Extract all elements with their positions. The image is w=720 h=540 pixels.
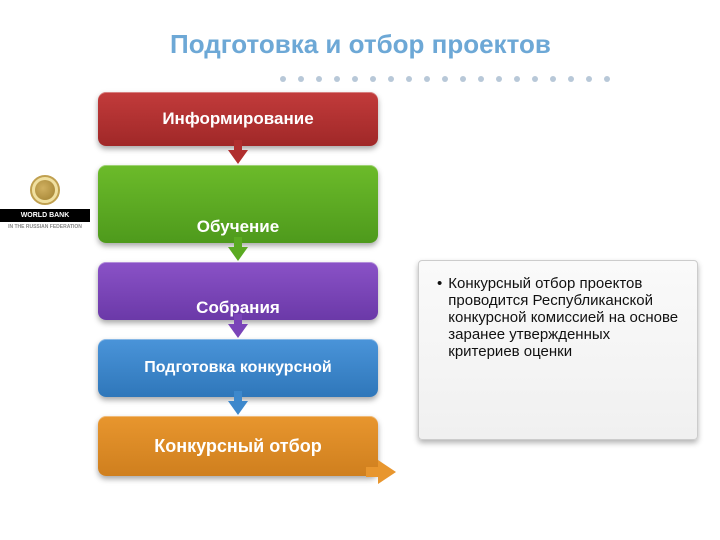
logo: WORLD BANK IN THE RUSSIAN FEDERATION bbox=[0, 175, 90, 230]
arrow-down-icon bbox=[228, 401, 248, 415]
flow-box-label: Информирование bbox=[162, 109, 313, 129]
flow-box: Информирование bbox=[98, 92, 378, 146]
logo-globe-icon bbox=[30, 175, 60, 205]
decorative-dots bbox=[280, 70, 622, 88]
flow-box: Обучение bbox=[98, 165, 378, 243]
flow-box: Конкурсный отбор bbox=[98, 416, 378, 476]
arrow-right-icon bbox=[378, 460, 396, 484]
flow-box: Подготовка конкурсной bbox=[98, 339, 378, 397]
logo-subtext: IN THE RUSSIAN FEDERATION bbox=[0, 224, 90, 230]
arrow-down-icon bbox=[228, 150, 248, 164]
flow-box: Собрания bbox=[98, 262, 378, 320]
bullet-dot-icon: • bbox=[437, 275, 442, 360]
side-arrow bbox=[378, 460, 396, 484]
info-bullet: • Конкурсный отбор проектов проводится Р… bbox=[437, 275, 683, 360]
info-text: Конкурсный отбор проектов проводится Рес… bbox=[448, 275, 683, 360]
page-title: Подготовка и отбор проектов bbox=[170, 29, 551, 59]
arrow-down-icon bbox=[228, 247, 248, 261]
arrow-down-icon bbox=[228, 324, 248, 338]
flow-box-label: Подготовка конкурсной bbox=[144, 359, 332, 377]
title-row: Подготовка и отбор проектов bbox=[170, 28, 710, 61]
process-flow: Информирование Обучение Собрания Подготовка… bbox=[98, 92, 378, 476]
info-panel: • Конкурсный отбор проектов проводится Р… bbox=[418, 260, 698, 440]
flow-box-label: Конкурсный отбор bbox=[154, 436, 321, 457]
logo-text: WORLD BANK bbox=[0, 209, 90, 222]
flow-box-label: Обучение bbox=[197, 217, 279, 237]
